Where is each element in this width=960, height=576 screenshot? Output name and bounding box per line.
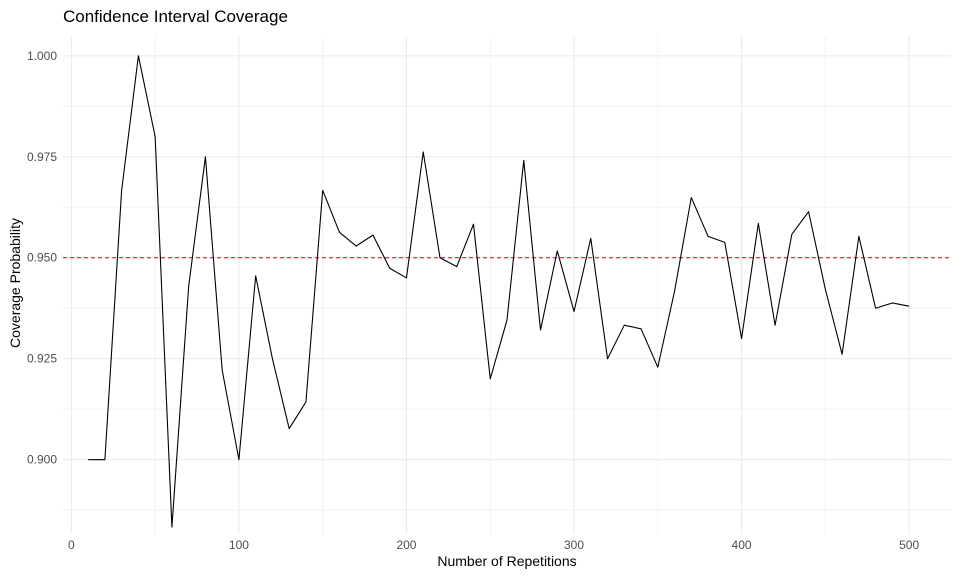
y-tick-label-2: 0.950 — [27, 251, 57, 265]
x-axis-title: Number of Repetitions — [437, 553, 576, 569]
x-tick-label-2: 200 — [396, 538, 416, 552]
series-layer — [88, 55, 910, 528]
y-axis-title: Coverage Probability — [7, 218, 23, 348]
x-tick-label-4: 400 — [732, 538, 752, 552]
grid-minor — [63, 36, 951, 534]
y-tick-labels: 0.900 0.925 0.950 0.975 1.000 — [27, 49, 57, 467]
x-tick-labels: 0 100 200 300 400 500 — [68, 538, 919, 552]
x-tick-label-0: 0 — [68, 538, 75, 552]
y-tick-label-4: 1.000 — [27, 49, 57, 63]
x-tick-label-1: 100 — [229, 538, 249, 552]
y-tick-label-1: 0.925 — [27, 352, 57, 366]
series-line-0 — [88, 55, 910, 528]
x-tick-label-3: 300 — [564, 538, 584, 552]
x-tick-label-5: 500 — [899, 538, 919, 552]
chart-title: Confidence Interval Coverage — [63, 7, 288, 26]
grid-major — [63, 36, 951, 534]
y-tick-label-0: 0.900 — [27, 453, 57, 467]
y-tick-label-3: 0.975 — [27, 150, 57, 164]
